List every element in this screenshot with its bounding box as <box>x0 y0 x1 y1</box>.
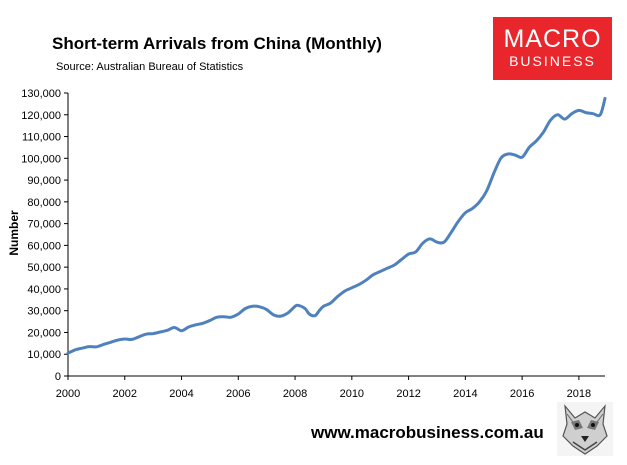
y-tick-label: 100,000 <box>21 153 61 165</box>
y-tick-label: 110,000 <box>22 132 61 144</box>
y-tick-label: 90,000 <box>27 175 61 187</box>
y-tick-label: 10,000 <box>27 349 61 361</box>
chart-title: Short-term Arrivals from China (Monthly) <box>52 34 382 53</box>
x-tick-label: 2002 <box>113 388 137 400</box>
logo-line-business: BUSINESS <box>509 53 596 69</box>
y-tick-label: 120,000 <box>21 110 61 122</box>
y-axis-label: Number <box>7 210 21 256</box>
chart-source: Source: Australian Bureau of Statistics <box>56 61 244 73</box>
y-tick-label: 30,000 <box>27 306 61 318</box>
y-tick-label: 130,000 <box>21 88 61 100</box>
y-tick-label: 80,000 <box>27 197 61 209</box>
logo-line-macro: MACRO <box>503 25 602 53</box>
x-tick-label: 2012 <box>396 388 420 400</box>
y-tick-label: 20,000 <box>27 327 61 339</box>
y-tick-label: 0 <box>55 371 61 383</box>
x-tick-label: 2006 <box>226 388 250 400</box>
y-tick-label: 50,000 <box>27 262 61 274</box>
macrobusiness-logo: MACRO BUSINESS <box>493 17 612 80</box>
series-line <box>66 96 607 355</box>
x-tick-label: 2008 <box>283 388 307 400</box>
x-tick-label: 2018 <box>567 388 591 400</box>
y-tick-label: 70,000 <box>27 219 61 231</box>
wolf-emblem-icon <box>557 402 613 456</box>
website-url: www.macrobusiness.com.au <box>311 423 544 442</box>
x-tick-label: 2004 <box>169 388 193 400</box>
y-tick-label: 40,000 <box>27 284 61 296</box>
y-axis: 0 10,000 20,000 30,000 40,000 50,000 60,000 70,… <box>21 88 69 383</box>
plot-series <box>66 96 607 355</box>
y-tick-label: 60,000 <box>27 240 61 252</box>
x-tick-label: 2010 <box>340 388 364 400</box>
x-axis: 2000 2002 2004 2006 2008 2010 2012 2014 2016 2018 <box>56 375 605 400</box>
x-tick-label: 2014 <box>453 388 477 400</box>
x-tick-label: 2000 <box>56 388 80 400</box>
x-tick-label: 2016 <box>510 388 534 400</box>
